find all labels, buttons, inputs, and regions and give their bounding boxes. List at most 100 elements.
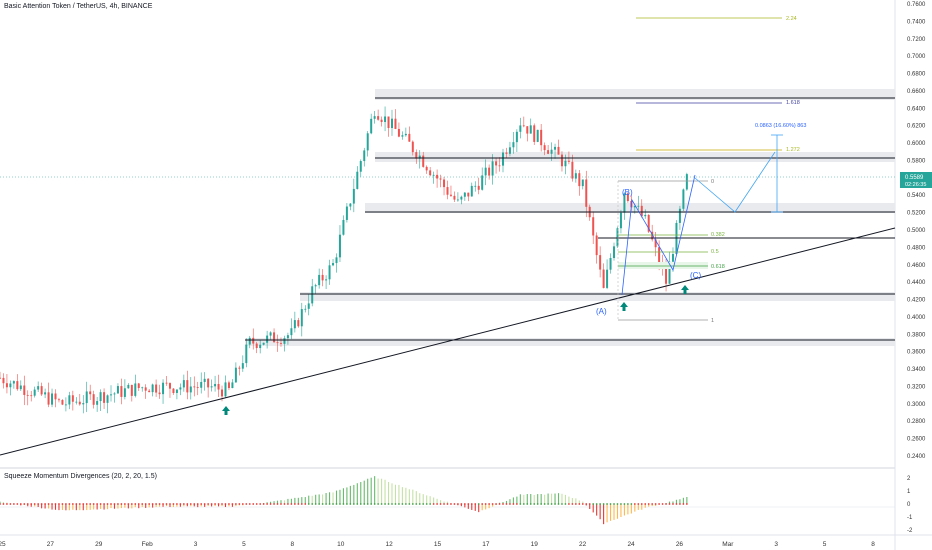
candle-body: [644, 214, 647, 217]
squeeze-dot: [411, 503, 414, 505]
squeeze-dot: [616, 503, 619, 505]
candle-body: [384, 116, 387, 122]
candle-body: [141, 387, 144, 389]
squeeze-dot: [283, 503, 286, 505]
time-tick-label: 8: [291, 541, 295, 548]
candle-body: [123, 388, 126, 397]
candle-body: [293, 320, 296, 329]
candle-body: [540, 129, 543, 146]
candle-body: [283, 338, 286, 344]
candle-body: [352, 188, 355, 204]
candle-body: [449, 194, 452, 196]
squeeze-dot: [217, 503, 220, 505]
squeeze-dot: [134, 503, 137, 505]
candle-body: [234, 367, 237, 383]
squeeze-dot: [259, 503, 262, 505]
candle-body: [547, 150, 550, 154]
squeeze-dot: [2, 503, 5, 505]
candle-body: [64, 404, 67, 406]
candle-body: [269, 332, 272, 336]
squeeze-dot: [623, 503, 626, 505]
squeeze-dot: [325, 503, 327, 505]
candle-body: [685, 174, 688, 190]
squeeze-dot: [415, 503, 418, 505]
candle-body: [12, 381, 15, 384]
candle-body: [484, 167, 487, 176]
squeeze-dot: [366, 503, 369, 505]
squeeze-dot: [241, 503, 244, 505]
candle-body: [363, 150, 366, 162]
candle-body: [599, 255, 602, 270]
squeeze-dot: [640, 503, 643, 505]
abc-wave-path: [621, 174, 696, 296]
candle-body: [207, 378, 210, 388]
indicator-tick-label: 2: [907, 476, 911, 482]
candle-body: [536, 129, 539, 142]
squeeze-dot: [58, 503, 60, 505]
support-zone-bottom: [245, 338, 895, 346]
squeeze-dot: [210, 503, 213, 505]
squeeze-dot: [172, 503, 175, 505]
candle-body: [335, 257, 338, 264]
candle-body: [172, 388, 175, 393]
candle-body: [418, 155, 421, 159]
squeeze-dot: [276, 503, 279, 505]
squeeze-dot: [54, 503, 57, 505]
squeeze-dot: [422, 503, 425, 505]
squeeze-dot: [679, 503, 681, 505]
candle-body: [57, 399, 60, 401]
candle-body: [68, 395, 71, 405]
candle-body: [241, 363, 244, 369]
candle-body: [491, 161, 494, 176]
squeeze-dot: [463, 503, 466, 505]
squeeze-dot: [99, 503, 102, 505]
squeeze-dot: [509, 503, 511, 505]
squeeze-dot: [245, 503, 248, 505]
candle-body: [564, 160, 567, 167]
candle-body: [255, 343, 258, 349]
squeeze-dot: [19, 503, 22, 505]
candle-body: [203, 378, 206, 382]
candle-body: [252, 337, 255, 344]
candle-body: [71, 395, 74, 402]
price-tick-label: 0.5000: [907, 228, 926, 234]
squeeze-dot: [89, 503, 92, 505]
candle-body: [529, 125, 532, 134]
squeeze-dot: [68, 503, 71, 505]
price-axis-ticks: 0.7600 0.7400 0.7200 0.7000 0.6800 0.6600 0.64…: [907, 2, 926, 460]
fib-retr-label-0618: 0.618: [711, 264, 725, 270]
squeeze-dot: [151, 503, 154, 505]
candle-body: [19, 385, 22, 390]
squeeze-dot: [654, 503, 657, 505]
squeeze-dot: [609, 503, 612, 505]
squeeze-dot: [82, 503, 85, 505]
candle-body: [505, 152, 508, 154]
candle-body: [439, 178, 442, 180]
squeeze-dot: [207, 503, 210, 505]
momentum-histogram: [0, 476, 688, 525]
candle-body: [186, 380, 189, 393]
squeeze-dot: [436, 503, 438, 505]
price-tick-label: 0.4800: [907, 245, 926, 251]
squeeze-dot: [394, 503, 397, 505]
candle-body: [217, 383, 220, 390]
candle-body: [262, 342, 265, 345]
squeeze-dot: [231, 503, 234, 505]
ascending-trendline[interactable]: [0, 227, 896, 456]
fib-label-1272: 1.272: [786, 147, 800, 153]
squeeze-dot: [304, 503, 307, 505]
squeeze-dot: [214, 503, 216, 505]
squeeze-dot: [224, 503, 227, 505]
candle-body: [408, 133, 411, 142]
squeeze-dot: [557, 503, 560, 505]
squeeze-dot: [196, 503, 199, 505]
squeeze-dot: [200, 503, 203, 505]
candle-body: [626, 193, 629, 202]
squeeze-dot: [85, 503, 88, 505]
candle-body: [37, 386, 40, 390]
candle-body: [210, 386, 213, 388]
candle-body: [425, 166, 428, 171]
squeeze-dot: [477, 503, 480, 505]
squeeze-dot: [547, 503, 550, 505]
